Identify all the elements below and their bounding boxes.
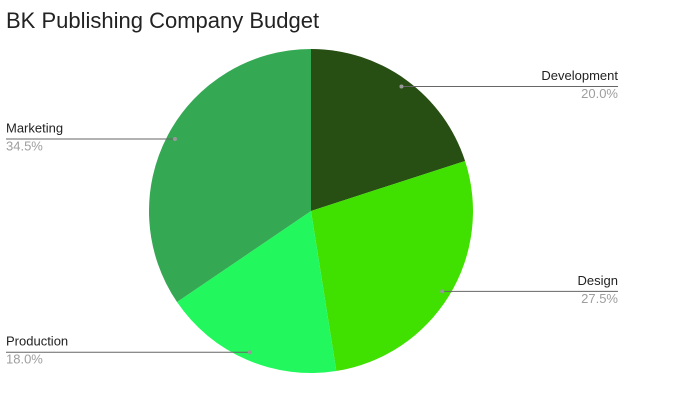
slice-label: Design (578, 273, 618, 288)
pie-slice (149, 49, 311, 303)
slice-label: Production (6, 334, 68, 349)
leader-dot (172, 136, 177, 141)
leader-dot (399, 84, 404, 89)
slice-label: Marketing (6, 120, 63, 135)
chart-title: BK Publishing Company Budget (6, 8, 319, 33)
slice-value: 27.5% (581, 291, 618, 306)
slice-label: Development (541, 68, 618, 83)
slice-value: 20.0% (581, 86, 618, 101)
leader-dot (247, 350, 252, 355)
pie-slice (311, 160, 474, 372)
pie-slice (177, 211, 337, 374)
pie-slice (311, 49, 466, 211)
leader-dot (440, 289, 445, 294)
slice-value: 18.0% (6, 352, 43, 367)
slice-value: 34.5% (6, 138, 43, 153)
